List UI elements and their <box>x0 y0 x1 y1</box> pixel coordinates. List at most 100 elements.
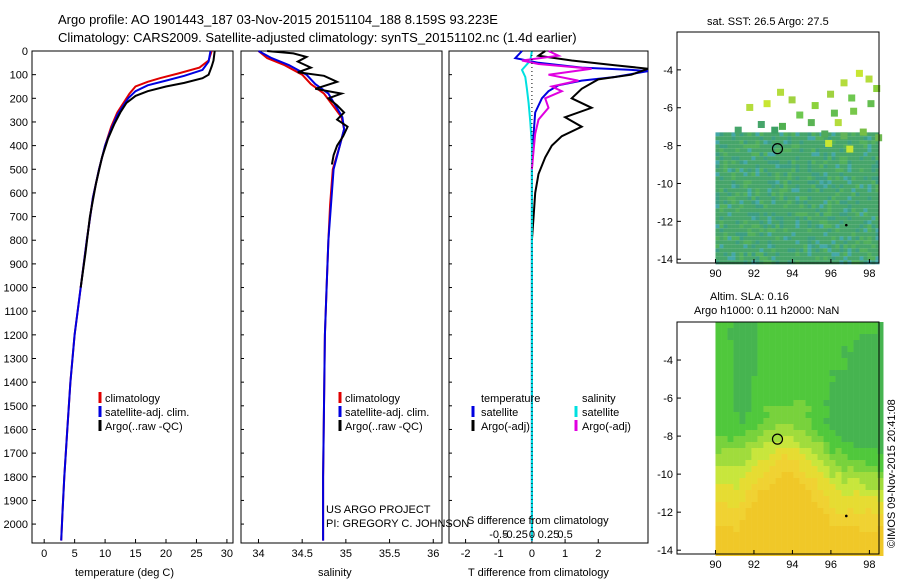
sst-cell <box>811 196 816 201</box>
sst-cell <box>827 204 832 209</box>
sst-cell <box>823 188 828 193</box>
sst-cell <box>755 212 760 217</box>
sla-cell <box>793 424 800 430</box>
sla-cell <box>871 514 878 520</box>
sst-cell <box>851 208 856 213</box>
sla-cell <box>871 472 878 478</box>
sst-cell <box>767 220 772 225</box>
sst-cell <box>819 152 824 157</box>
temp-legend-sat: satellite-adj. clim. <box>105 407 189 419</box>
sla-cell <box>859 490 866 496</box>
sla-cell <box>733 448 740 454</box>
sst-cell <box>743 232 748 237</box>
sla-cell <box>721 484 728 490</box>
sst-cell <box>791 148 796 153</box>
sla-cell <box>793 376 800 382</box>
sst-cell <box>735 244 740 249</box>
sla-cell <box>853 346 860 352</box>
sla-cell <box>739 514 746 520</box>
sst-cell <box>847 168 852 173</box>
sla-cell <box>841 442 848 448</box>
sla-cell <box>757 430 764 436</box>
sst-cell <box>855 168 860 173</box>
sla-cell <box>811 544 818 550</box>
sst-cell <box>791 188 796 193</box>
sla-cell <box>847 346 854 352</box>
sst-cell <box>803 156 808 161</box>
sst-cell <box>759 232 764 237</box>
sst-cell <box>827 260 832 265</box>
sla-cell <box>817 526 824 532</box>
sst-cell <box>859 192 864 197</box>
sla-cell <box>787 484 794 490</box>
sla-cell <box>775 490 782 496</box>
sla-cell <box>727 544 734 550</box>
sla-cell <box>847 490 854 496</box>
sla-cell <box>841 352 848 358</box>
sla-cell <box>847 424 854 430</box>
sst-cell <box>815 252 820 257</box>
sst-cell <box>731 144 736 149</box>
sst-cell <box>727 136 732 141</box>
sst-cell <box>767 144 772 149</box>
sst-cell <box>799 164 804 169</box>
sla-cell <box>841 532 848 538</box>
sla-cell <box>745 436 752 442</box>
sla-cell <box>733 442 740 448</box>
sst-cell <box>791 224 796 229</box>
sst-cell <box>835 188 840 193</box>
sla-cell <box>799 532 806 538</box>
sst-cell <box>763 204 768 209</box>
sst-cell <box>751 236 756 241</box>
sst-cell <box>775 136 780 141</box>
sst-cell <box>747 248 752 253</box>
sla-cell <box>847 544 854 550</box>
sst-cell <box>827 232 832 237</box>
y-tick-label: 1400 <box>4 377 28 389</box>
sst-cell <box>783 192 788 197</box>
sst-cell <box>767 168 772 173</box>
sla-cell <box>775 394 782 400</box>
x-tick-label: 35 <box>340 548 352 560</box>
sla-cell <box>799 388 806 394</box>
x-tick-label: 96 <box>825 268 837 280</box>
sla-cell <box>811 322 818 328</box>
sla-cell <box>715 532 722 538</box>
sla-cell <box>805 514 812 520</box>
sla-cell <box>763 334 770 340</box>
sst-cell <box>859 152 864 157</box>
sla-cell <box>799 358 806 364</box>
sla-cell <box>757 382 764 388</box>
sst-cell <box>807 228 812 233</box>
sst-cell <box>807 260 812 265</box>
sst-cell <box>823 248 828 253</box>
sst-cell <box>715 252 720 257</box>
sla-cell <box>763 364 770 370</box>
sst-cell <box>739 196 744 201</box>
sla-cell <box>871 526 878 532</box>
sla-cell <box>757 550 764 556</box>
sst-cell <box>743 168 748 173</box>
salinity-xlabel: salinity <box>318 567 352 579</box>
x-tick-label: 15 <box>129 548 141 560</box>
sst-cell <box>723 216 728 221</box>
sst-cell <box>867 240 872 245</box>
sst-cell <box>767 248 772 253</box>
sst-cell <box>723 248 728 253</box>
y-tick-label: 600 <box>10 188 28 200</box>
y-tick-label: 1800 <box>4 472 28 484</box>
sla-cell <box>823 526 830 532</box>
sst-cell <box>843 228 848 233</box>
sst-cell <box>871 180 876 185</box>
sla-cell <box>733 370 740 376</box>
sla-cell <box>751 412 758 418</box>
sst-cell <box>855 164 860 169</box>
sst-cell <box>735 256 740 261</box>
sla-cell <box>835 436 842 442</box>
sst-cell <box>763 248 768 253</box>
sla-cell <box>715 406 722 412</box>
sla-cell <box>859 370 866 376</box>
sst-cell <box>743 148 748 153</box>
sst-cell <box>863 196 868 201</box>
sla-cell <box>769 388 776 394</box>
